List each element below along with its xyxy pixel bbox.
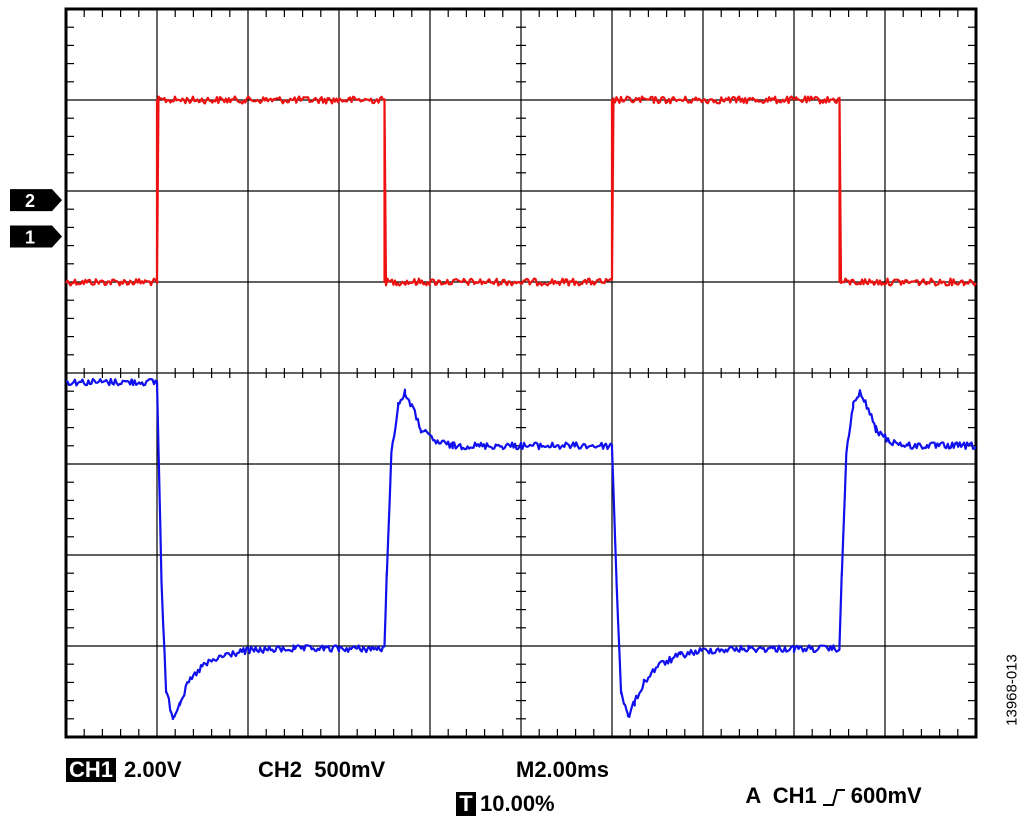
ch1-scale: 2.00V — [124, 757, 182, 782]
ch2-scale-readout: CH2 500mV — [258, 757, 386, 782]
rising-edge-icon — [822, 789, 845, 807]
channel-1-marker-label: 1 — [25, 228, 35, 248]
channel-2-marker-label: 2 — [25, 191, 35, 211]
traces — [65, 95, 977, 721]
trigger-position-badge: T — [456, 792, 476, 816]
ch1-badge: CH1 — [66, 758, 117, 782]
trigger-source: A CH1 — [745, 783, 817, 808]
trigger-position: 10.00% — [480, 791, 555, 816]
trace-ch2 — [65, 377, 977, 721]
channel-1-marker-shape — [10, 225, 62, 248]
trace-ch1 — [65, 95, 977, 287]
ch1-scale-readout: CH1 2.00V — [66, 757, 182, 783]
trigger-readout: A CH1 600mV — [734, 757, 922, 809]
oscilloscope-display: 12 — [10, 7, 978, 739]
timebase-readout: M2.00ms — [516, 757, 609, 782]
figure-id: 13968-013 — [1003, 654, 1021, 726]
channel-2-marker-shape — [10, 189, 62, 212]
trigger-level: 600mV — [850, 783, 922, 808]
graticule-frame — [64, 7, 978, 739]
channel-2-marker: 2 — [10, 189, 62, 212]
channel-markers: 12 — [10, 189, 62, 248]
trigger-position-readout: T 10.00% — [456, 791, 555, 817]
channel-1-marker: 1 — [10, 225, 62, 248]
